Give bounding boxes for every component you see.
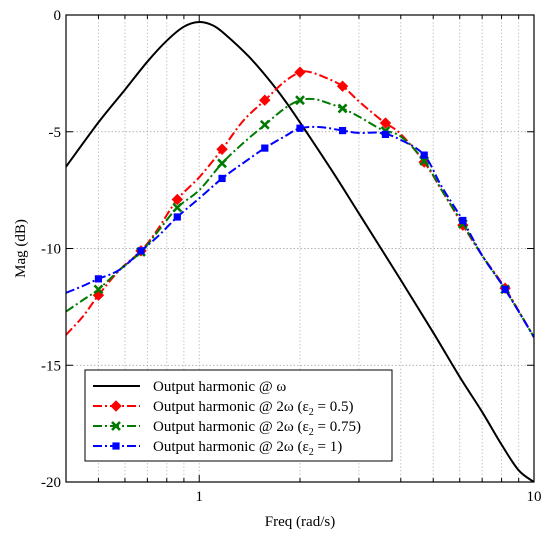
- series-point: [501, 285, 509, 293]
- series-2: [66, 66, 534, 338]
- series-point: [259, 94, 271, 106]
- series-point: [173, 213, 181, 221]
- series-point: [93, 284, 104, 295]
- legend-item: Output harmonic @ 2ω (ε2 = 0.75): [93, 419, 361, 438]
- legend-item: Output harmonic @ ω: [93, 379, 286, 395]
- legend: Output harmonic @ ω Output harmonic @ 2ω …: [84, 369, 393, 462]
- series-4: [66, 124, 534, 338]
- series-point: [217, 158, 227, 169]
- series-line: [66, 97, 534, 338]
- series-point: [261, 144, 269, 152]
- series-3: [66, 95, 534, 338]
- series-point: [172, 202, 183, 213]
- series-point: [216, 143, 228, 155]
- y-tick-label: 0: [54, 8, 62, 24]
- y-axis-label: Mag (dB): [13, 219, 29, 278]
- legend-label: Output harmonic @ ω: [153, 379, 286, 395]
- series-layer: [66, 20, 534, 482]
- series-point: [294, 66, 306, 78]
- series-point: [379, 117, 392, 129]
- legend-label: Output harmonic @ 2ω (ε2 = 1): [153, 439, 342, 458]
- x-tick-label: 10: [527, 489, 542, 505]
- legend-marker: [111, 421, 121, 431]
- y-tick-label: -5: [49, 125, 62, 141]
- series-point: [381, 130, 390, 138]
- legend-label: Output harmonic @ 2ω (ε2 = 0.75): [153, 419, 361, 438]
- legend-marker: [110, 400, 122, 412]
- legend-marker: [112, 442, 120, 450]
- x-tick-label: 1: [195, 489, 203, 505]
- series-point: [338, 126, 347, 135]
- legend-item: Output harmonic @ 2ω (ε2 = 0.5): [93, 399, 354, 418]
- series-point: [171, 193, 184, 206]
- y-tick-label: -20: [41, 475, 61, 491]
- series-point: [94, 275, 103, 283]
- ticks: 1 10 0 -5 -10 -15 -20: [41, 8, 542, 505]
- series-point: [459, 216, 467, 225]
- series-point: [137, 247, 145, 255]
- series-point: [337, 103, 348, 114]
- series-line: [66, 20, 534, 482]
- legend-label: Output harmonic @ 2ω (ε2 = 0.5): [153, 399, 354, 418]
- series-1: [66, 20, 534, 482]
- y-tick-label: -10: [41, 242, 61, 258]
- series-point: [218, 174, 226, 183]
- series-line: [66, 125, 534, 338]
- x-axis-label: Freq (rad/s): [265, 514, 335, 530]
- series-point: [336, 80, 349, 92]
- series-point: [296, 124, 304, 132]
- legend-item: Output harmonic @ 2ω (ε2 = 1): [93, 439, 342, 458]
- series-point: [420, 151, 428, 159]
- series-point: [295, 95, 305, 106]
- y-tick-label: -15: [41, 358, 61, 374]
- series-point: [259, 119, 270, 130]
